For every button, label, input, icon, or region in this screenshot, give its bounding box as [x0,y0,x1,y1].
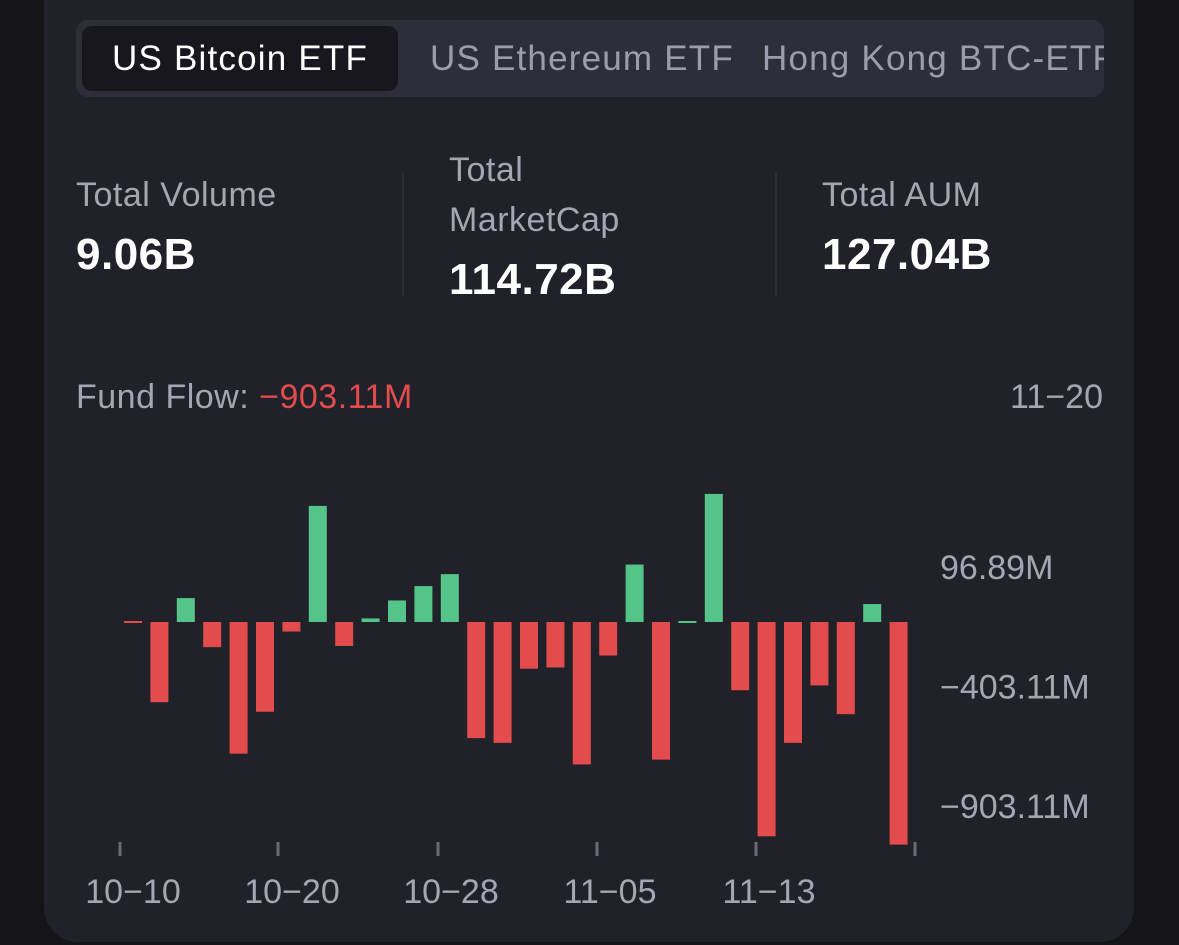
total-aum-label: Total AUM [822,176,982,214]
etf-tab-bar: US Bitcoin ETF US Ethereum ETF Hong Kong… [76,20,1104,97]
total-aum-value: 127.04B [822,230,992,279]
outflow-bar[interactable] [467,622,486,739]
x-tick-label: 10−10 [85,873,181,911]
outflow-bar[interactable] [599,622,618,656]
fund-flow-value: −903.11M [259,378,413,416]
inflow-bar[interactable] [388,600,406,622]
outflow-bar[interactable] [520,622,538,669]
x-tick-label: 11−05 [564,873,657,911]
fund-flow-label: Fund Flow: −903.11M [76,372,413,422]
total-marketcap-label-line2: MarketCap [449,201,620,239]
stats-divider [775,172,777,296]
outflow-bar[interactable] [229,622,248,754]
outflow-bar[interactable] [493,622,512,743]
outflow-bar[interactable] [757,622,776,837]
outflow-bar[interactable] [652,622,670,760]
outflow-bar[interactable] [203,622,222,648]
fund-flow-caption: Fund Flow: [76,378,260,416]
inflow-bar[interactable] [704,493,723,622]
outflow-bar[interactable] [836,622,855,715]
inflow-bar[interactable] [678,621,697,623]
y-tick-label: −403.11M [940,669,1090,707]
outflow-bar[interactable] [546,622,565,668]
x-tick-label: 10−20 [244,873,340,911]
y-tick-label: 96.89M [940,549,1053,587]
outflow-bar[interactable] [572,622,591,765]
total-marketcap-value: 114.72B [449,255,617,304]
outflow-bar[interactable] [150,622,169,703]
inflow-bar[interactable] [440,574,459,622]
outflow-bar[interactable] [282,622,301,632]
fund-flow-date: 11−20 [1010,378,1103,416]
outflow-bar[interactable] [810,622,829,686]
total-volume-label: Total Volume [76,176,277,214]
tab-hong-kong-btc-etf[interactable]: Hong Kong BTC-ETF [762,39,1104,78]
y-tick-label: −903.11M [940,788,1090,826]
inflow-bar[interactable] [414,586,433,622]
inflow-bar[interactable] [863,604,882,622]
outflow-bar[interactable] [256,622,274,712]
inflow-bar[interactable] [308,505,327,622]
inflow-bar[interactable] [625,564,644,622]
outflow-bar[interactable] [889,622,908,845]
stats-divider [402,172,404,296]
total-volume-value: 9.06B [76,230,196,279]
total-marketcap-label-line1: Total [449,151,524,189]
x-tick-label: 11−13 [723,873,816,911]
outflow-bar[interactable] [784,622,802,743]
tab-us-ethereum-etf[interactable]: US Ethereum ETF [430,39,734,78]
outflow-bar[interactable] [335,622,354,646]
etf-card [44,0,1134,942]
inflow-bar[interactable] [176,598,195,622]
outflow-bar[interactable] [124,621,142,623]
tab-us-bitcoin-etf[interactable]: US Bitcoin ETF [82,26,399,91]
x-tick-label: 10−28 [403,873,499,911]
outflow-bar[interactable] [731,622,750,691]
inflow-bar[interactable] [361,618,380,622]
